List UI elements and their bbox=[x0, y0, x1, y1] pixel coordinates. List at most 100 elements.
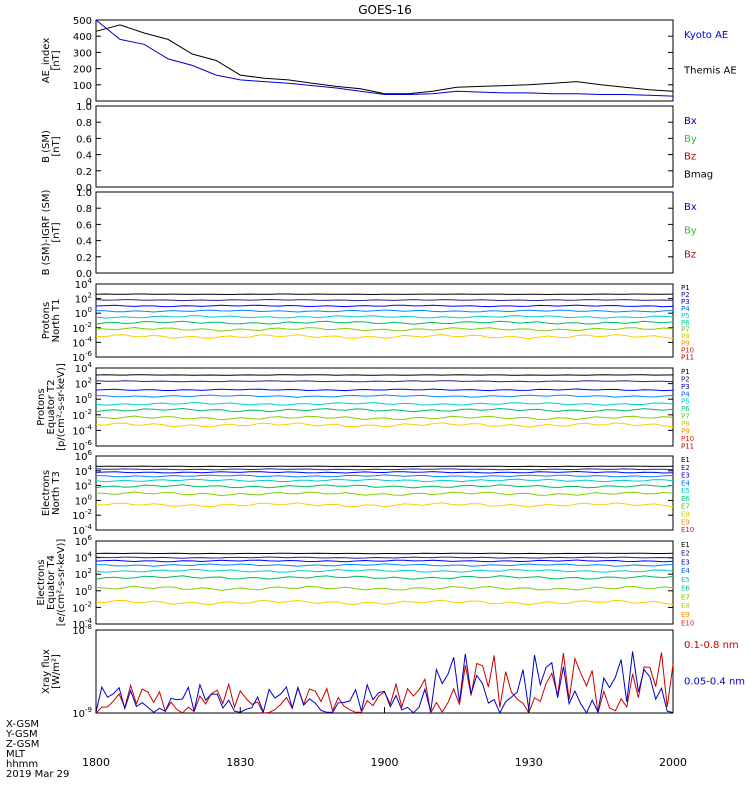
legend-item: E1 bbox=[681, 456, 690, 464]
legend-item: P8 bbox=[681, 420, 690, 428]
y-axis-label: [e/(cm²-s-sr-keV)] bbox=[56, 539, 67, 627]
legend-item: E8 bbox=[681, 511, 690, 519]
legend-item: P9 bbox=[681, 427, 690, 435]
legend-item: Bz bbox=[684, 152, 696, 163]
y-tick-label: 106 bbox=[75, 534, 93, 548]
series-line bbox=[95, 298, 674, 302]
series-line bbox=[95, 552, 674, 555]
panel-frame bbox=[95, 191, 674, 274]
series-line bbox=[95, 374, 674, 376]
series-line bbox=[95, 320, 674, 325]
series-line bbox=[95, 556, 674, 559]
legend-item: P1 bbox=[681, 284, 690, 292]
footer-label: MLT bbox=[6, 749, 26, 760]
legend-item: P3 bbox=[681, 383, 690, 391]
series-line bbox=[95, 470, 674, 474]
legend-item: P1 bbox=[681, 368, 690, 376]
x-axis: 1800 1830 1900 1930 2000 bbox=[82, 707, 687, 769]
y-tick-label: 400 bbox=[73, 32, 92, 43]
legend-item: Bmag bbox=[684, 169, 713, 180]
legend-item: P10 bbox=[681, 347, 694, 355]
y-tick-label: 200 bbox=[73, 65, 92, 76]
series-line bbox=[95, 563, 674, 567]
legend-item: P11 bbox=[681, 442, 694, 450]
y-tick-label: 100 bbox=[75, 392, 92, 406]
y-tick-label: 1.0 bbox=[76, 188, 92, 199]
y-axis-label: Xray flux bbox=[41, 649, 52, 694]
legend-item: E9 bbox=[681, 518, 690, 526]
series-line bbox=[95, 293, 674, 296]
y-tick-label: 0.8 bbox=[76, 118, 92, 129]
series-line bbox=[95, 394, 674, 398]
series-line bbox=[95, 568, 674, 573]
legend-item: E4 bbox=[681, 479, 690, 487]
y-tick-label: 104 bbox=[75, 464, 93, 478]
series-line bbox=[95, 559, 674, 563]
y-tick-label: 10-6 bbox=[72, 350, 92, 364]
y-axis-label: [nT] bbox=[51, 136, 62, 156]
y-tick-label: 0.0 bbox=[76, 269, 92, 280]
legend-item: P9 bbox=[681, 340, 690, 348]
x-tick-label: 2000 bbox=[659, 756, 687, 769]
panel-bigrf: B (SM)-IGRF (SM) [nT] 0.0 0.2 0.4 0.6 0.8 1.0 Bx… bbox=[41, 188, 697, 280]
y-tick-label: 300 bbox=[73, 48, 92, 59]
y-axis-label: [W/m²] bbox=[51, 654, 62, 689]
series-line bbox=[95, 652, 674, 715]
series-line bbox=[95, 422, 674, 428]
chart-title: GOES-16 bbox=[358, 3, 412, 17]
y-axis-label: [p/(cm²-s-sr-keV)] bbox=[56, 363, 67, 451]
y-tick-label: 10-4 bbox=[72, 423, 92, 437]
legend-item: Themis AE bbox=[683, 66, 737, 77]
y-tick-label: 102 bbox=[75, 292, 92, 306]
panel-frame bbox=[95, 455, 674, 531]
legend-item: E4 bbox=[681, 567, 690, 575]
legend-item: Bz bbox=[684, 249, 696, 260]
y-axis-label: North T3 bbox=[51, 471, 62, 515]
y-tick-label: 0.8 bbox=[76, 204, 92, 215]
legend-item: P7 bbox=[681, 326, 690, 334]
panel-frame bbox=[95, 283, 674, 358]
y-tick-label: 0.4 bbox=[76, 151, 92, 162]
series-line bbox=[95, 484, 674, 489]
series-line bbox=[95, 585, 674, 591]
series-line bbox=[95, 402, 674, 406]
y-axis-label: North T1 bbox=[51, 299, 62, 343]
legend-item: E5 bbox=[681, 576, 690, 584]
y-tick-label: 10-8 bbox=[72, 623, 92, 637]
legend-item: E2 bbox=[681, 464, 690, 472]
series-line bbox=[95, 468, 674, 471]
x-tick-label: 1930 bbox=[515, 756, 543, 769]
y-axis-label: [nT] bbox=[51, 50, 62, 70]
y-tick-label: 10-6 bbox=[72, 439, 92, 453]
series-line bbox=[95, 380, 674, 383]
legend-item: P6 bbox=[681, 319, 690, 327]
legend-item: E10 bbox=[681, 620, 694, 628]
legend-item: P4 bbox=[681, 305, 690, 313]
legend-item: E3 bbox=[681, 558, 690, 566]
panel-frame bbox=[95, 105, 674, 188]
y-tick-label: 10-4 bbox=[72, 335, 92, 349]
legend-item: P6 bbox=[681, 405, 690, 413]
panel-xray: Xray flux [W/m²] 10-9 10-8 0.1-0.8 nm 0.05-0.… bbox=[41, 623, 745, 720]
series-line bbox=[95, 599, 674, 606]
footer-label: Z-GSM bbox=[6, 739, 39, 750]
panel-bsm: B (SM) [nT] 0.0 0.2 0.4 0.6 0.8 1.0 Bx By Bz Bmag bbox=[41, 102, 713, 194]
legend-item: Bx bbox=[684, 202, 697, 213]
footer-label: 2019 Mar 29 bbox=[6, 769, 69, 780]
series-line bbox=[95, 465, 674, 468]
footer-label: Y-GSM bbox=[5, 729, 38, 740]
y-tick-label: 102 bbox=[75, 377, 92, 391]
y-tick-label: 0.0 bbox=[76, 183, 92, 194]
y-tick-label: 0.4 bbox=[76, 237, 92, 248]
x-tick-label: 1900 bbox=[371, 756, 399, 769]
panel-ae: AE_index [nT] 0 100 200 300 400 500 Kyoto AE Them… bbox=[41, 16, 737, 108]
legend-item: P8 bbox=[681, 333, 690, 341]
legend-item: E1 bbox=[681, 541, 690, 549]
series-line bbox=[95, 478, 674, 483]
series-line bbox=[95, 304, 674, 308]
panel-frame bbox=[95, 19, 674, 102]
y-tick-label: 104 bbox=[75, 361, 93, 375]
